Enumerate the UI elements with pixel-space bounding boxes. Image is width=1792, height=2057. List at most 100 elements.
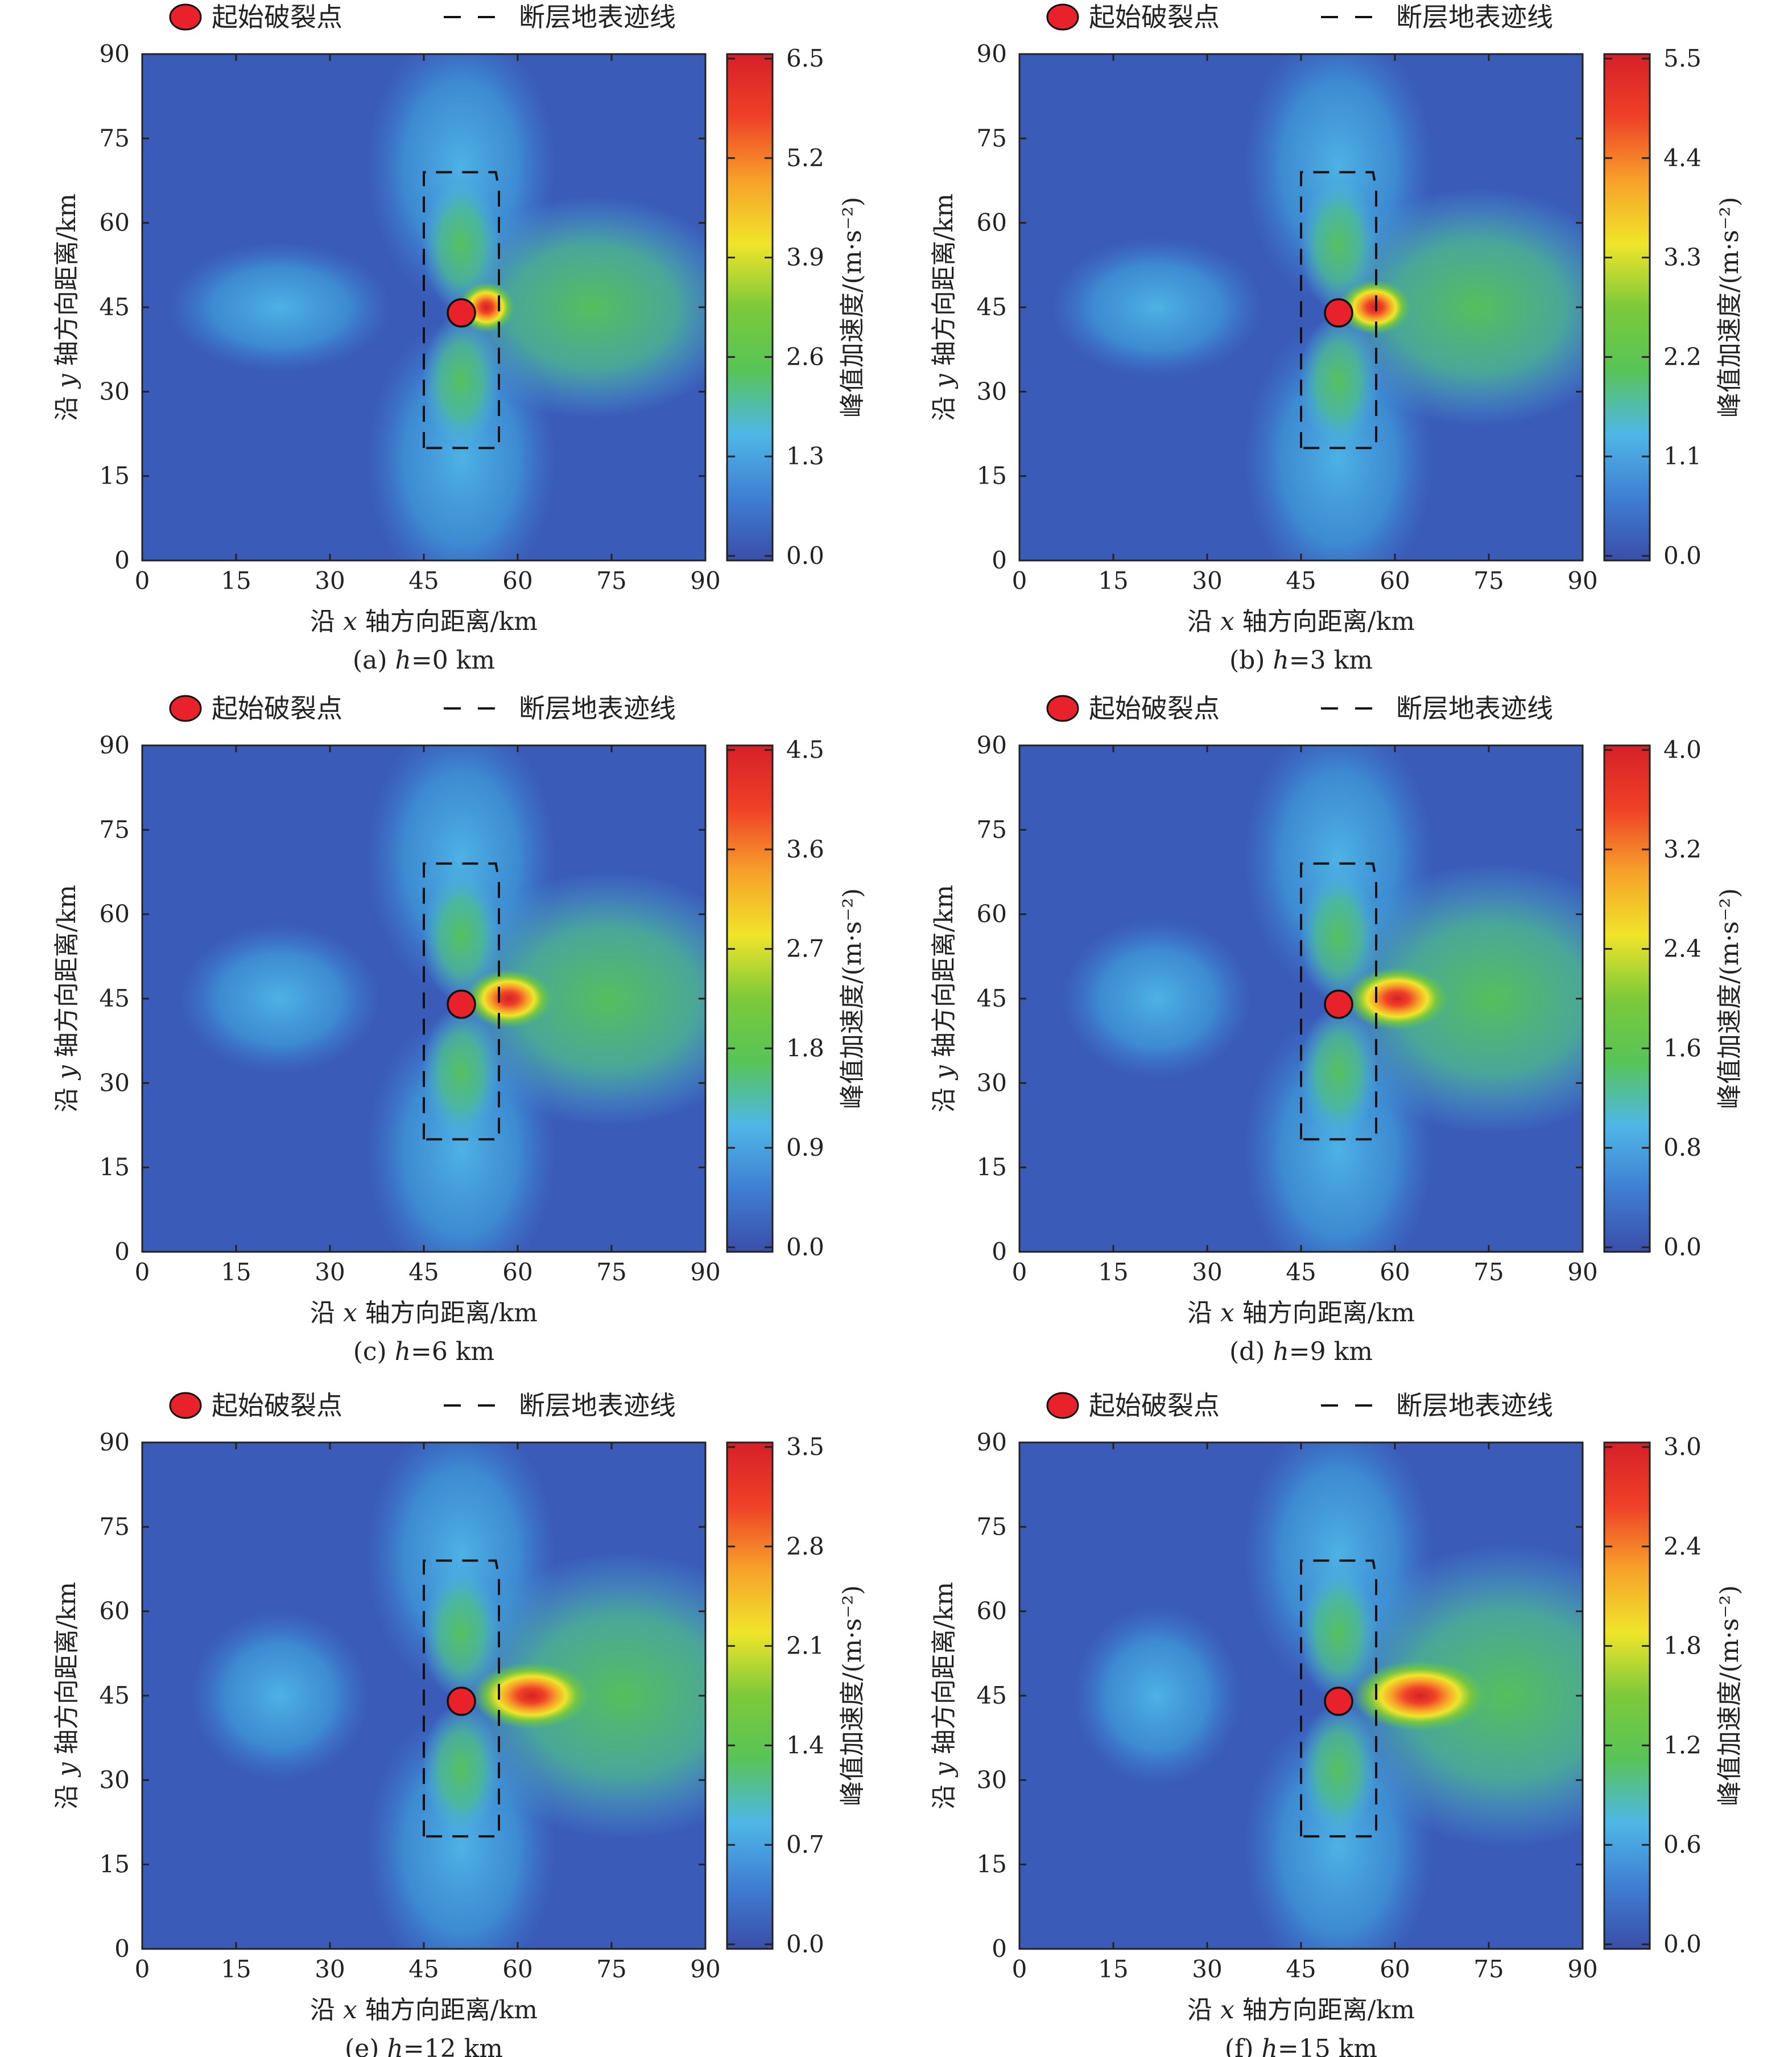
legend-line-label: 断层地表迹线 xyxy=(1396,1390,1553,1421)
caption-h: h xyxy=(1273,1337,1289,1366)
caption-h-value: =0 km xyxy=(411,646,495,675)
x-axis-label-suffix: 轴方向距离/km xyxy=(1234,1298,1415,1328)
west-lobe xyxy=(1050,236,1265,378)
caption-h: h xyxy=(395,646,411,675)
fault-south-green xyxy=(1299,314,1378,447)
colorbar xyxy=(726,1441,774,1950)
colorbar-tick-label: 0.0 xyxy=(1663,542,1702,570)
x-tick-label: 90 xyxy=(690,1258,720,1286)
hypocenter-marker xyxy=(447,990,476,1019)
colorbar-tick-label: 1.8 xyxy=(786,1034,824,1062)
y-tick-label: 75 xyxy=(977,124,1007,152)
x-axis-label-prefix: 沿 xyxy=(1187,1996,1220,2025)
y-axis-label: 沿 y 轴方向距离/km xyxy=(52,885,81,1112)
colorbar-tick-label: 1.4 xyxy=(786,1731,824,1759)
y-tick-label: 0 xyxy=(114,1935,130,1963)
colorbar-tick-label: 5.5 xyxy=(1663,44,1702,72)
y-axis-label-prefix: 沿 xyxy=(930,1776,959,1809)
y-tick-label: 60 xyxy=(977,209,1007,237)
x-tick-label: 75 xyxy=(596,567,626,595)
caption-h-value: =6 km xyxy=(411,1337,494,1366)
colorbar-tick-label: 2.8 xyxy=(786,1532,824,1560)
legend-marker-label: 起始破裂点 xyxy=(212,693,342,724)
colorbar-tick-label: 0.0 xyxy=(786,1930,824,1958)
fault-trace-line xyxy=(1300,1559,1377,1838)
colorbar-tick-label: 0.0 xyxy=(786,542,824,570)
x-tick-label: 30 xyxy=(315,567,345,595)
legend-marker-label: 起始破裂点 xyxy=(1089,2,1220,32)
legend-marker-icon xyxy=(1046,3,1079,31)
y-axis-label-prefix: 沿 xyxy=(52,1776,81,1809)
fault-trace-line xyxy=(423,862,500,1141)
hypocenter-marker xyxy=(1324,990,1353,1019)
caption-h-value: =12 km xyxy=(403,2034,503,2057)
x-tick-label: 15 xyxy=(1098,1258,1128,1286)
pga-hotspot xyxy=(1339,279,1411,335)
y-tick-label: 30 xyxy=(100,1069,130,1096)
y-axis-label-var: y xyxy=(52,1762,81,1778)
colorbar xyxy=(726,53,774,562)
x-tick-label: 30 xyxy=(1192,1258,1222,1286)
fault-south-green xyxy=(1299,1005,1378,1138)
panel-caption: (c) h=6 km xyxy=(353,1337,495,1366)
y-axis-label: 沿 y 轴方向距离/km xyxy=(930,885,959,1112)
x-axis-label-suffix: 轴方向距离/km xyxy=(1234,1996,1415,2025)
x-tick-label: 75 xyxy=(1473,1955,1504,1983)
pga-hotspot xyxy=(1345,967,1450,1030)
y-axis-label: 沿 y 轴方向距离/km xyxy=(930,1582,959,1809)
x-tick-label: 45 xyxy=(408,1955,439,1983)
x-tick-label: 60 xyxy=(1380,1258,1410,1286)
x-tick-label: 90 xyxy=(690,1955,720,1983)
x-axis-label-suffix: 轴方向距离/km xyxy=(357,607,538,636)
y-tick-label: 0 xyxy=(114,546,130,574)
fault-south-green xyxy=(422,314,501,447)
colorbar xyxy=(1603,1441,1651,1950)
x-tick-label: 90 xyxy=(1567,1955,1597,1983)
y-tick-label: 15 xyxy=(100,1850,130,1878)
x-axis-label-prefix: 沿 xyxy=(310,1298,343,1328)
x-axis-label-var: x xyxy=(1220,1996,1234,2025)
fault-south-green xyxy=(422,1005,501,1138)
panel-caption: (b) h=3 km xyxy=(1229,646,1373,675)
colorbar-tick-label: 1.2 xyxy=(1663,1731,1702,1759)
caption-h: h xyxy=(395,1337,411,1366)
fault-trace-line xyxy=(423,171,500,450)
caption-label: (e) xyxy=(345,2034,387,2057)
y-tick-label: 90 xyxy=(100,40,130,68)
y-axis-label: 沿 y 轴方向距离/km xyxy=(52,1582,81,1809)
x-tick-label: 75 xyxy=(1473,567,1504,595)
x-axis-label-prefix: 沿 xyxy=(310,607,343,636)
y-tick-label: 90 xyxy=(100,1428,130,1456)
hypocenter-marker xyxy=(447,298,476,328)
colorbar-tick-label: 0.8 xyxy=(1663,1133,1702,1161)
x-tick-label: 60 xyxy=(1380,567,1410,595)
x-tick-label: 15 xyxy=(221,567,251,595)
y-axis-label-var: y xyxy=(930,1065,959,1081)
y-tick-label: 75 xyxy=(100,815,130,843)
colorbar-tick-label: 0.9 xyxy=(786,1133,824,1161)
panel-caption: (f) h=15 km xyxy=(1225,2034,1377,2057)
caption-label: (b) xyxy=(1229,646,1273,675)
x-axis-label-prefix: 沿 xyxy=(310,1996,343,2025)
y-tick-label: 15 xyxy=(977,462,1007,490)
x-tick-label: 90 xyxy=(1567,1258,1597,1286)
east-lobe xyxy=(440,196,705,419)
x-tick-label: 45 xyxy=(408,1258,439,1286)
west-lobe xyxy=(189,1609,370,1782)
legend-marker-label: 起始破裂点 xyxy=(212,2,342,32)
x-axis-label-var: x xyxy=(343,1996,357,2025)
panel-caption: (d) h=9 km xyxy=(1229,1337,1373,1366)
x-tick-label: 45 xyxy=(1286,1258,1316,1286)
colorbar-tick-label: 1.1 xyxy=(1663,442,1702,470)
y-tick-label: 0 xyxy=(992,1935,1007,1963)
x-axis-label-prefix: 沿 xyxy=(1187,607,1220,636)
hypocenter-marker xyxy=(447,1687,476,1716)
y-tick-label: 30 xyxy=(977,1766,1007,1794)
x-tick-label: 60 xyxy=(502,1258,532,1286)
y-axis-label: 沿 y 轴方向距离/km xyxy=(930,193,959,421)
x-tick-label: 60 xyxy=(502,1955,532,1983)
pga-hotspot xyxy=(465,969,553,1028)
y-tick-label: 75 xyxy=(977,1512,1007,1540)
colorbar-tick-label: 2.4 xyxy=(1663,1532,1702,1560)
y-tick-label: 60 xyxy=(100,209,130,237)
